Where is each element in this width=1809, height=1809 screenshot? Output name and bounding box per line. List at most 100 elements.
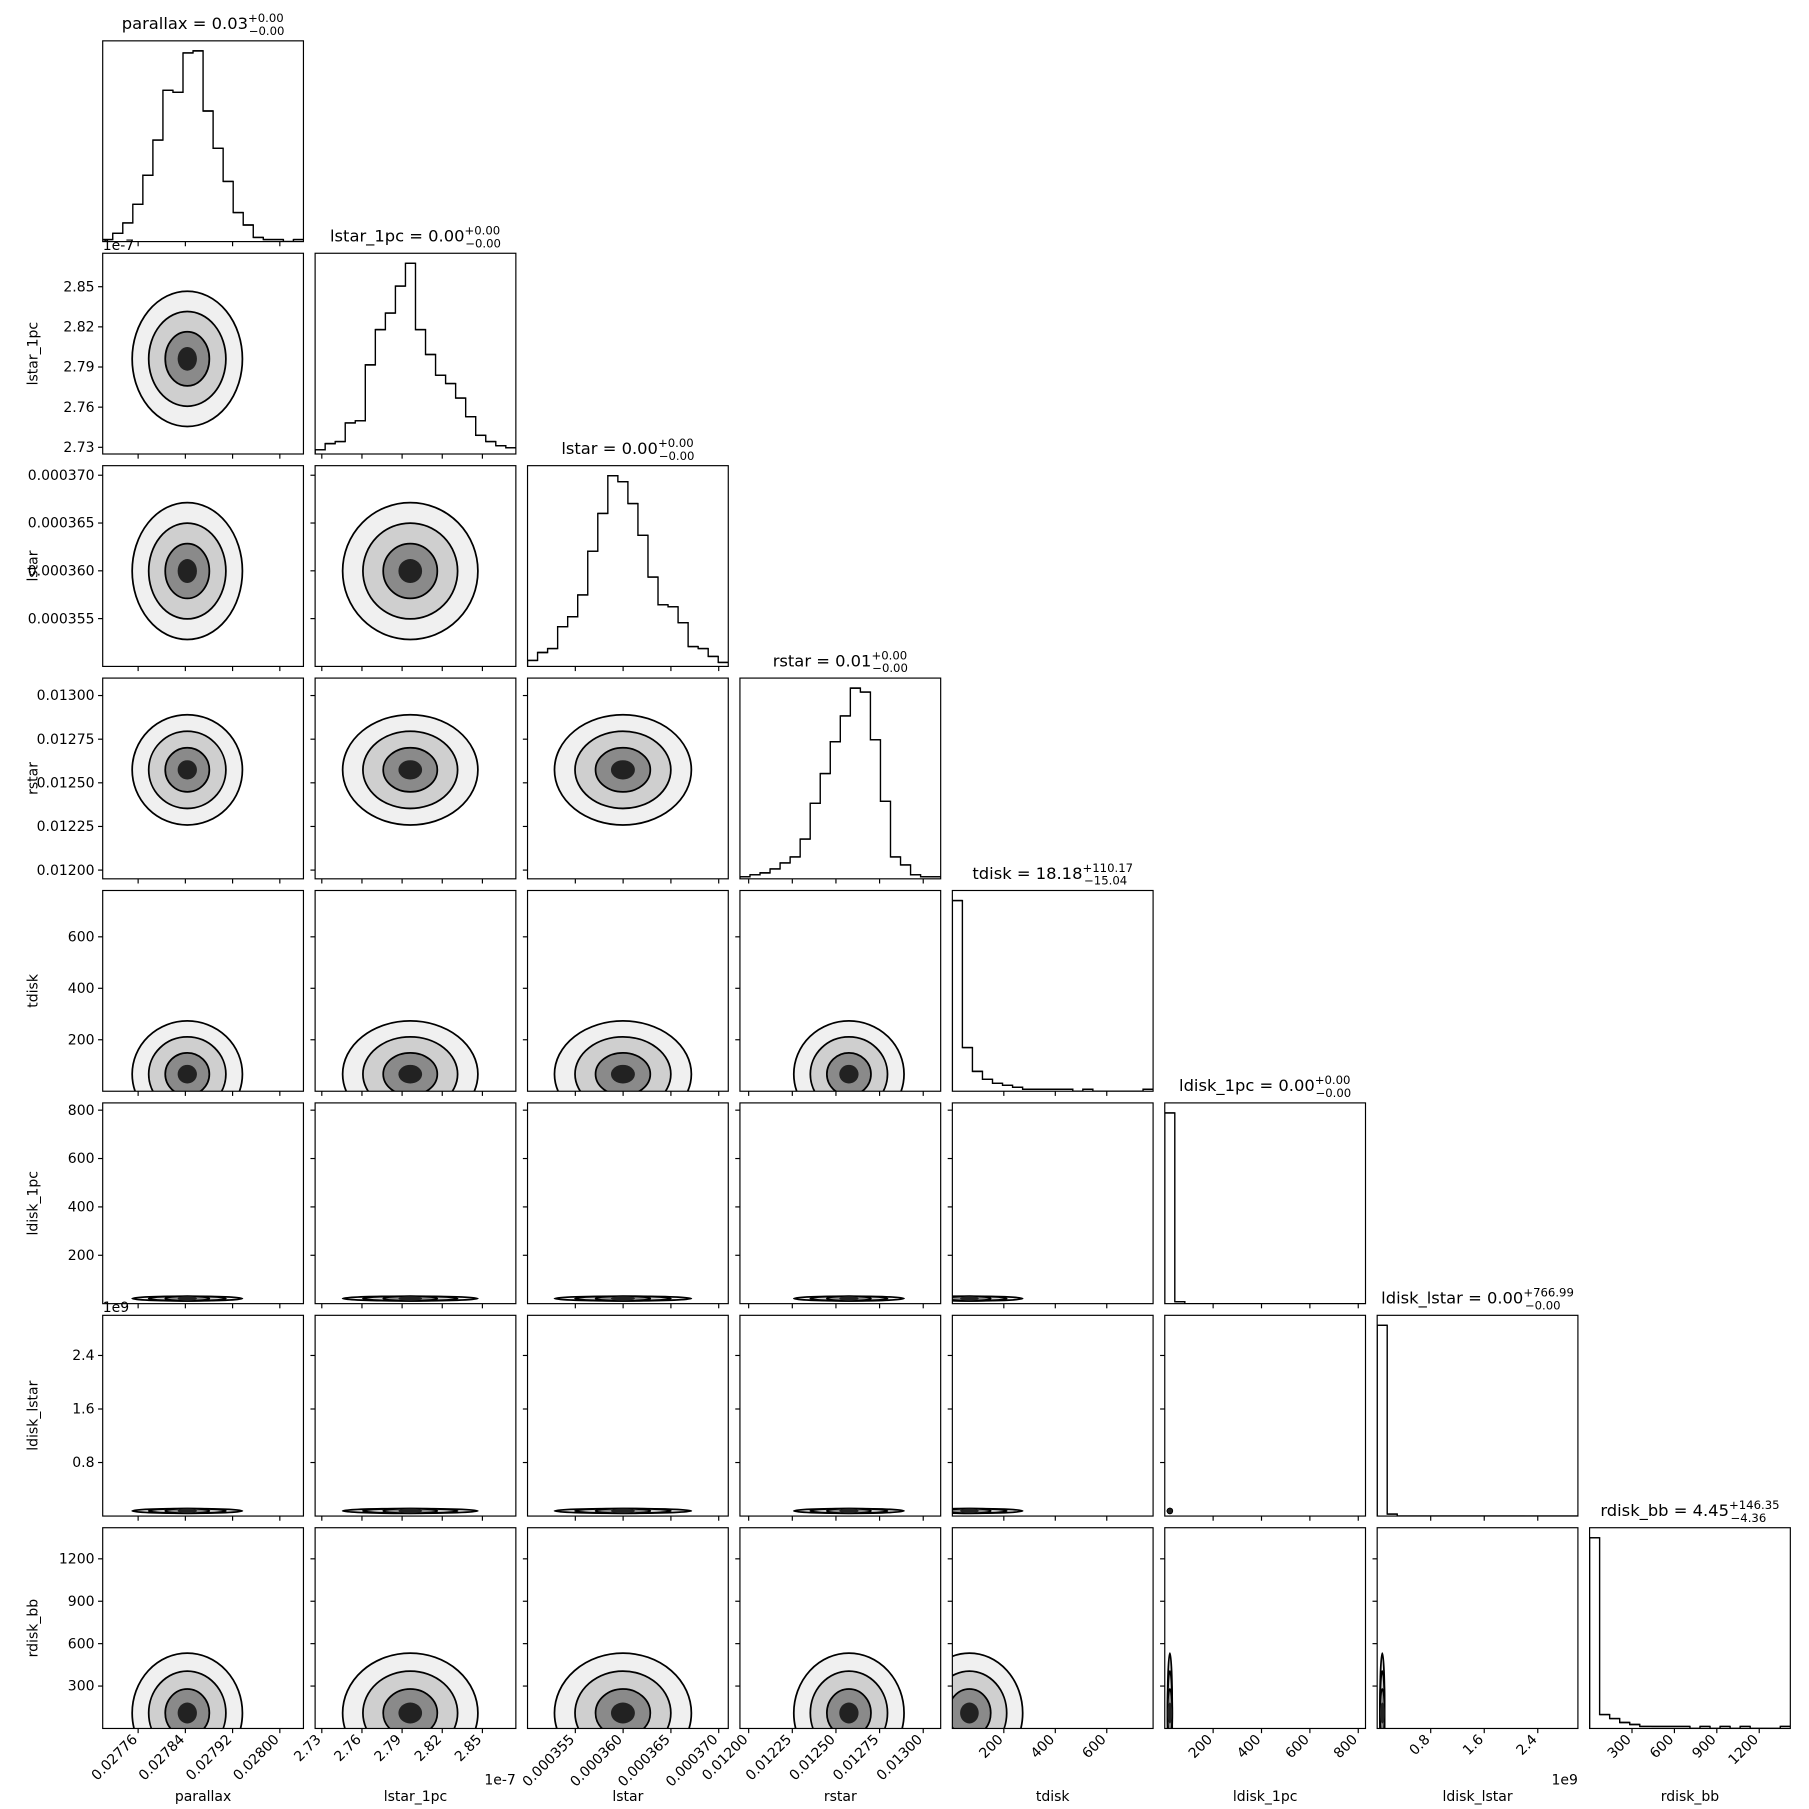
y-tick-label: 300: [68, 1679, 95, 1695]
y-tick-label: 2.82: [63, 320, 94, 336]
density-contour: [610, 1064, 635, 1084]
panel: [952, 1507, 1024, 1515]
panel-frame: [314, 889, 517, 1092]
y-tick-label: 0.01300: [37, 688, 95, 704]
y-tick-label: 2.79: [63, 360, 94, 376]
panel-frame: [951, 1102, 1154, 1305]
y-tick-label: 600: [68, 1151, 95, 1167]
panel-frame: [1164, 1102, 1367, 1305]
panel-frame: [951, 1527, 1154, 1730]
panel-frame: [1164, 1527, 1367, 1730]
x-tick-label: 2.4: [1514, 1732, 1541, 1759]
density-contour: [1379, 1702, 1385, 1724]
y-tick-label: 2.4: [72, 1348, 94, 1364]
density-contour: [960, 1296, 979, 1301]
x-axis-label: tdisk: [1036, 1789, 1071, 1805]
title-plus: +0.00: [248, 11, 284, 25]
panel-frame: [1164, 1314, 1367, 1517]
y-tick-label: 1200: [59, 1551, 95, 1567]
panel-title: tdisk = 18.18+110.17 −15.04: [972, 861, 1133, 888]
x-tick-label: 0.02792: [183, 1732, 235, 1784]
panel: [792, 1652, 905, 1729]
y-tick-label: 0.01225: [37, 819, 95, 835]
panel-frame: [102, 465, 305, 667]
panel-frame: [1376, 1314, 1579, 1517]
panel-frame: [314, 677, 517, 880]
x-axis-label: ldisk_1pc: [1233, 1789, 1298, 1805]
panel: [315, 262, 516, 455]
title-minus: −0.00: [872, 661, 908, 675]
panel: [131, 713, 244, 826]
title-main: rstar = 0.01: [773, 651, 872, 670]
x-tick-label: 2.85: [452, 1732, 485, 1765]
panel-frame: [739, 1102, 942, 1305]
x-tick-label: 0.8: [1406, 1732, 1433, 1759]
density-contour: [398, 760, 423, 780]
panel-frame: [1376, 1527, 1579, 1730]
density-contour: [610, 1296, 635, 1301]
panel: [341, 713, 479, 826]
title-plus: +0.00: [658, 436, 694, 450]
x-tick-label: 600: [1647, 1732, 1677, 1762]
panel: [1166, 1652, 1174, 1729]
y-tick-label: 0.000360: [28, 563, 95, 579]
title-main: tdisk = 18.18: [972, 864, 1082, 883]
panel-frame: [102, 889, 305, 1092]
title-minus: −0.00: [465, 236, 501, 250]
panel-frame: [1589, 1527, 1791, 1730]
y-axis-label: ldisk_lstar: [25, 1380, 41, 1450]
hist-step: [1589, 1537, 1791, 1729]
panel-title: rdisk_bb = 4.45+146.35 −4.36: [1600, 1498, 1779, 1525]
title-minus: −4.36: [1731, 1511, 1767, 1525]
x-tick-label: 0.02784: [136, 1732, 188, 1784]
hist-step: [1164, 1112, 1366, 1304]
panel-frame: [526, 677, 729, 880]
x-tick-label: 2.76: [331, 1732, 364, 1765]
density-contour: [398, 1508, 423, 1514]
panel: [553, 713, 693, 826]
panel: [553, 1507, 693, 1515]
y-tick-label: 0.000365: [28, 516, 95, 532]
density-contour: [610, 1508, 635, 1514]
panel: [792, 1507, 905, 1515]
panel-frame: [526, 1527, 729, 1730]
title-plus: +146.35: [1729, 1498, 1780, 1512]
x-axis-label: lstar_1pc: [384, 1789, 448, 1805]
panel: [341, 1020, 479, 1092]
panel-frame: [102, 677, 305, 880]
x-tick-label: 0.01250: [787, 1732, 839, 1784]
title-main: parallax = 0.03: [122, 14, 248, 33]
panel: [341, 1295, 479, 1302]
x-tick-label: 0.01300: [874, 1732, 926, 1784]
density-contour: [610, 760, 635, 780]
panel-title: ldisk_lstar = 0.00+766.99 −0.00: [1381, 1286, 1574, 1313]
title-minus: −15.04: [1084, 874, 1127, 888]
density-contour: [177, 1508, 197, 1514]
density-contour: [398, 559, 423, 583]
panel: [1164, 1112, 1366, 1304]
x-tick-label: 0.01225: [743, 1732, 795, 1784]
x-tick-label: 800: [1331, 1732, 1361, 1762]
panel-frame: [102, 1314, 305, 1517]
x-offset-label: 1e-7: [484, 1772, 515, 1788]
title-plus: +0.00: [465, 224, 501, 238]
title-plus: +0.00: [1315, 1073, 1351, 1087]
density-contour: [960, 1508, 979, 1514]
x-tick-label: 0.02800: [230, 1732, 282, 1784]
panel-frame: [314, 1527, 517, 1730]
x-tick-label: 400: [1234, 1732, 1264, 1762]
panel-title: rstar = 0.01+0.00 −0.00: [773, 648, 908, 675]
x-axis-label: parallax: [175, 1789, 231, 1805]
panel: [739, 687, 941, 879]
hist-step: [739, 687, 941, 879]
density-contour: [398, 1296, 423, 1301]
panel-frame: [739, 1527, 942, 1730]
density-contour: [177, 760, 197, 780]
y-tick-label: 2.73: [63, 440, 94, 456]
y-axis-label: ldisk_1pc: [25, 1171, 41, 1236]
y-tick-label: 0.01275: [37, 732, 95, 748]
panel-title: lstar_1pc = 0.00+0.00 −0.00: [330, 224, 501, 251]
panel: [131, 1652, 244, 1729]
title-main: ldisk_1pc = 0.00: [1179, 1076, 1315, 1096]
density-contour: [1167, 1508, 1173, 1514]
